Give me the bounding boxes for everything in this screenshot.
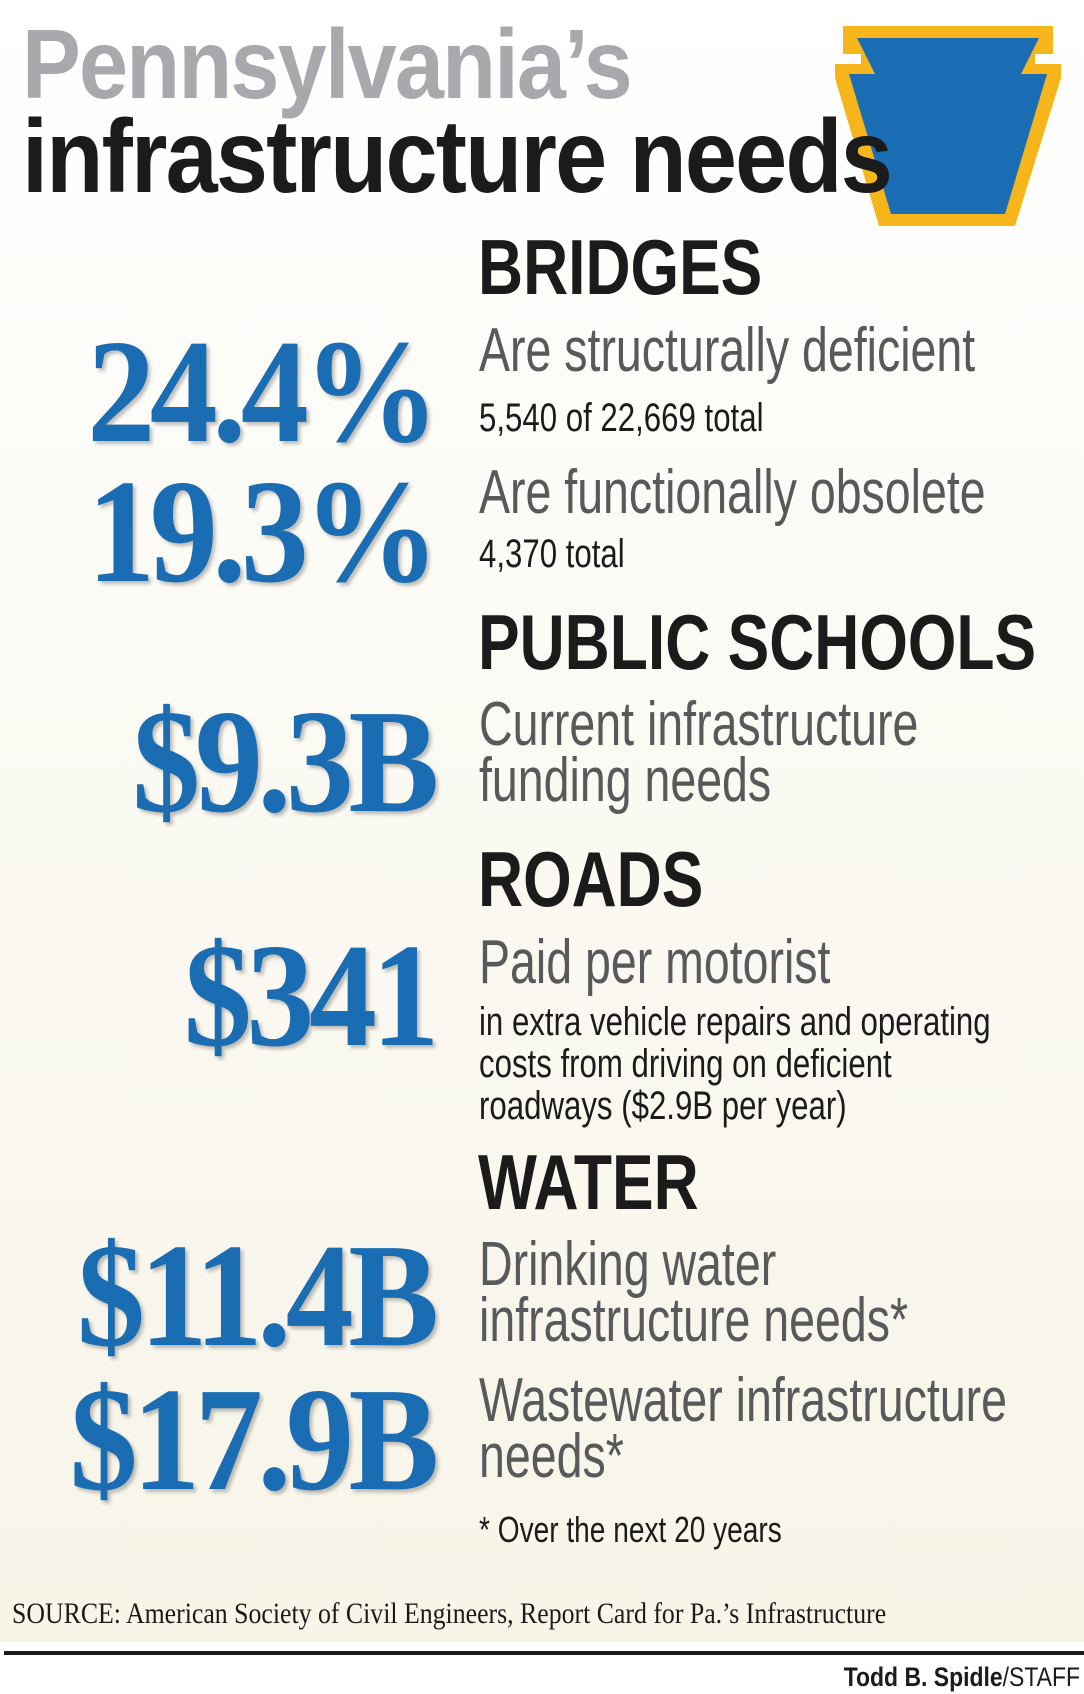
stat-value: 19.3% (87, 450, 439, 614)
divider (4, 1651, 1084, 1655)
source-note: SOURCE: American Society of Civil Engine… (12, 1597, 887, 1630)
stat-label-line: needs* (479, 1422, 624, 1491)
stat-label-line: Current infrastructure (479, 690, 919, 759)
credit: Todd B. Spidle/STAFF (844, 1662, 1080, 1693)
section-heading-water: WATER (478, 1138, 699, 1226)
stat-value: 24.4% (87, 310, 439, 474)
stat-label-line: infrastructure needs* (479, 1286, 909, 1355)
stat-label: Are structurally deficient (479, 316, 976, 385)
stat-label-line: funding needs (479, 746, 772, 815)
credit-suffix: /STAFF (1002, 1662, 1080, 1692)
title-line-1: Pennsylvania’s (22, 9, 633, 119)
stat-detail: 5,540 of 22,669 total (479, 396, 764, 440)
credit-name: Todd B. Spidle (843, 1662, 1003, 1692)
stat-value: $341 (183, 914, 440, 1078)
stat-detail: 4,370 total (479, 532, 625, 576)
stat-label-line: Drinking water (479, 1230, 777, 1299)
footnote: * Over the next 20 years (479, 1509, 782, 1550)
stat-detail-line: costs from driving on deficient (479, 1042, 892, 1086)
stat-value: $11.4B (77, 1214, 439, 1378)
keystone-icon (835, 26, 1061, 226)
stat-label: Are functionally obsolete (479, 458, 986, 527)
stat-label: Paid per motorist (479, 928, 831, 997)
section-heading-bridges: BRIDGES (478, 223, 763, 311)
section-heading-schools: PUBLIC SCHOOLS (478, 598, 1037, 686)
section-heading-roads: ROADS (478, 835, 704, 923)
stat-label-line: Wastewater infrastructure (479, 1366, 1008, 1435)
background (0, 0, 1084, 1642)
stat-value: $9.3B (132, 680, 439, 844)
title-line-2: infrastructure needs (22, 99, 893, 215)
stat-detail-line: roadways ($2.9B per year) (479, 1084, 847, 1128)
stat-value: $17.9B (69, 1358, 440, 1522)
stat-detail-line: in extra vehicle repairs and operating (479, 1000, 991, 1044)
